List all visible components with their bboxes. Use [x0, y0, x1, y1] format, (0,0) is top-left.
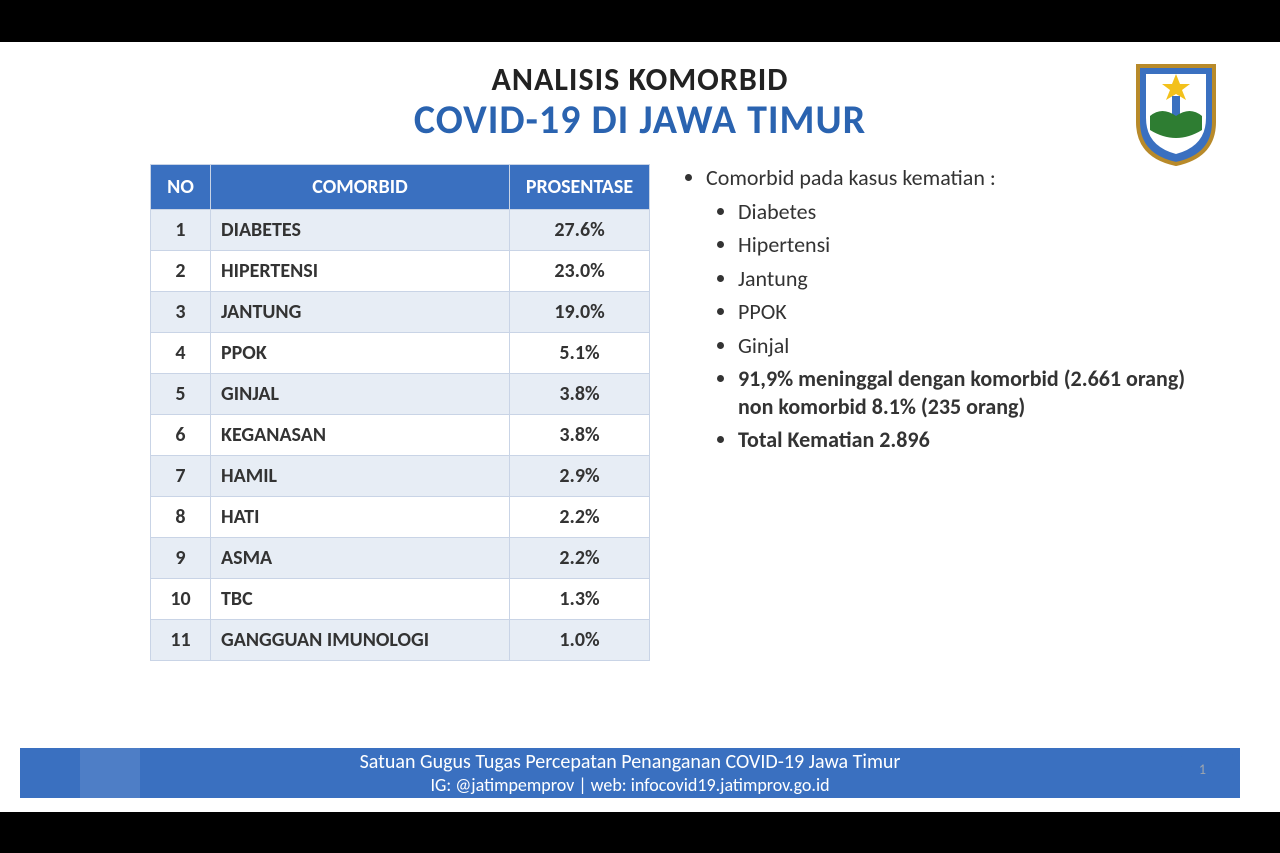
province-crest-icon [1132, 60, 1220, 168]
cell-name: HAMIL [211, 456, 510, 497]
cell-name: GINJAL [211, 374, 510, 415]
table-row: 5GINJAL3.8% [151, 374, 650, 415]
table-row: 2HIPERTENSI23.0% [151, 251, 650, 292]
cell-pct: 1.0% [510, 620, 650, 661]
col-pct: PROSENTASE [510, 165, 650, 210]
bullet-block: Comorbid pada kasus kematian : Diabetes H… [680, 164, 1220, 661]
cell-no: 2 [151, 251, 211, 292]
cell-name: HATI [211, 497, 510, 538]
cell-no: 5 [151, 374, 211, 415]
cell-pct: 2.2% [510, 497, 650, 538]
comorbid-table: NO COMORBID PROSENTASE 1DIABETES27.6%2HI… [150, 164, 650, 661]
cell-pct: 3.8% [510, 415, 650, 456]
table-row: 1DIABETES27.6% [151, 210, 650, 251]
table-row: 3JANTUNG19.0% [151, 292, 650, 333]
bullet-item: Ginjal [738, 332, 1220, 360]
cell-pct: 19.0% [510, 292, 650, 333]
cell-no: 9 [151, 538, 211, 579]
cell-pct: 27.6% [510, 210, 650, 251]
footer-bar: Satuan Gugus Tugas Percepatan Penanganan… [20, 748, 1240, 798]
table-header-row: NO COMORBID PROSENTASE [151, 165, 650, 210]
bullet-item: 91,9% meninggal dengan komorbid (2.661 o… [738, 365, 1220, 420]
page-number: 1 [1199, 761, 1206, 778]
cell-no: 3 [151, 292, 211, 333]
table-row: 6KEGANASAN3.8% [151, 415, 650, 456]
cell-pct: 1.3% [510, 579, 650, 620]
bullet-item: Jantung [738, 265, 1220, 293]
table-row: 11GANGGUAN IMUNOLOGI1.0% [151, 620, 650, 661]
bullet-item: Hipertensi [738, 231, 1220, 259]
cell-name: GANGGUAN IMUNOLOGI [211, 620, 510, 661]
bullet-lead: Comorbid pada kasus kematian : Diabetes H… [706, 164, 1220, 454]
content-row: NO COMORBID PROSENTASE 1DIABETES27.6%2HI… [0, 144, 1280, 661]
cell-name: KEGANASAN [211, 415, 510, 456]
slide: ANALISIS KOMORBID COVID-19 DI JAWA TIMUR… [0, 42, 1280, 812]
cell-no: 11 [151, 620, 211, 661]
bullet-item: PPOK [738, 298, 1220, 326]
cell-pct: 2.9% [510, 456, 650, 497]
cell-name: DIABETES [211, 210, 510, 251]
title-line-2: COVID-19 DI JAWA TIMUR [0, 95, 1280, 144]
cell-name: JANTUNG [211, 292, 510, 333]
cell-no: 7 [151, 456, 211, 497]
footer: Satuan Gugus Tugas Percepatan Penanganan… [0, 748, 1280, 798]
cell-no: 1 [151, 210, 211, 251]
bullet-item: Total Kematian 2.896 [738, 426, 1220, 454]
table-row: 10TBC1.3% [151, 579, 650, 620]
cell-name: TBC [211, 579, 510, 620]
cell-no: 8 [151, 497, 211, 538]
table-row: 9ASMA2.2% [151, 538, 650, 579]
cell-no: 6 [151, 415, 211, 456]
col-no: NO [151, 165, 211, 210]
col-comorbid: COMORBID [211, 165, 510, 210]
title-line-1: ANALISIS KOMORBID [0, 60, 1280, 99]
table-row: 8HATI2.2% [151, 497, 650, 538]
bullet-lead-text: Comorbid pada kasus kematian : [706, 164, 996, 191]
cell-name: HIPERTENSI [211, 251, 510, 292]
cell-pct: 23.0% [510, 251, 650, 292]
cell-name: ASMA [211, 538, 510, 579]
cell-no: 10 [151, 579, 211, 620]
cell-no: 4 [151, 333, 211, 374]
footer-tag: COVID-19 [1180, 745, 1236, 762]
bullet-item: Diabetes [738, 198, 1220, 226]
title-block: ANALISIS KOMORBID COVID-19 DI JAWA TIMUR [0, 42, 1280, 144]
cell-name: PPOK [211, 333, 510, 374]
footer-decoration [20, 748, 280, 798]
table-row: 7HAMIL2.9% [151, 456, 650, 497]
cell-pct: 2.2% [510, 538, 650, 579]
cell-pct: 5.1% [510, 333, 650, 374]
table-row: 4PPOK5.1% [151, 333, 650, 374]
cell-pct: 3.8% [510, 374, 650, 415]
